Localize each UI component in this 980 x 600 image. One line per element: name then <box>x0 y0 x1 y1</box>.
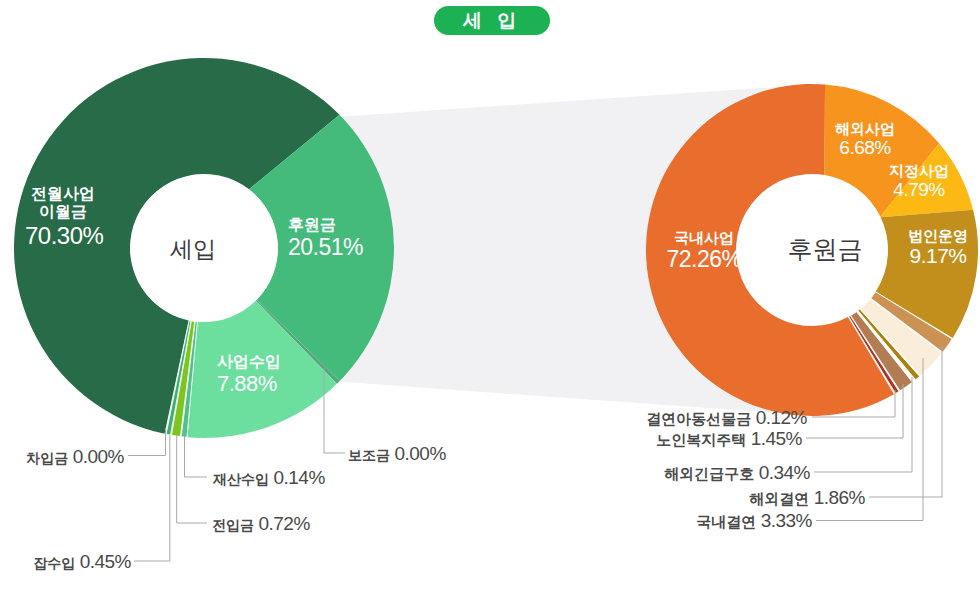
segment-label-domestic: 국내사업 72.26% <box>659 229 749 273</box>
segment-label-business-income: 사업수입 7.88% <box>217 353 307 397</box>
page-title-badge: 세 입 <box>434 6 550 35</box>
chart-canvas: 세 입 세입 후원금 전월사업 이월금 70.30% 후원금 20.51% 사업… <box>0 0 980 600</box>
segment-label-donations: 후원금 20.51% <box>288 216 378 261</box>
left-donut-center-label: 세입 <box>143 237 243 262</box>
label-misc-income: 잡수입 0.45% <box>33 551 131 573</box>
label-senior-housing: 노인복지주택 1.45% <box>656 428 802 450</box>
segment-label-carryover: 전월사업 이월금 70.30% <box>25 185 101 249</box>
right-donut-center-label: 후원금 <box>775 236 875 264</box>
label-overseas-sponsorship: 해외결연 1.86% <box>749 487 865 509</box>
label-sponsor-child-gift: 결연아동선물금 0.12% <box>646 407 807 429</box>
segment-label-corporate: 법인운영 9.17% <box>893 227 980 268</box>
page-title: 세 입 <box>463 8 521 34</box>
label-subsidies: 보조금 0.00% <box>348 443 446 465</box>
label-transfers: 전입금 0.72% <box>212 513 310 535</box>
donut-charts-svg <box>0 0 980 600</box>
label-property-income: 재산수입 0.14% <box>213 467 325 489</box>
label-borrowings: 차입금 0.00% <box>26 446 124 468</box>
label-overseas-relief: 해외긴급구호 0.34% <box>664 462 810 484</box>
label-domestic-sponsorship: 국내결연 3.33% <box>696 510 812 532</box>
segment-label-overseas: 해외사업 6.68% <box>820 120 910 159</box>
segment-label-designated: 지정사업 4.79% <box>874 162 964 201</box>
